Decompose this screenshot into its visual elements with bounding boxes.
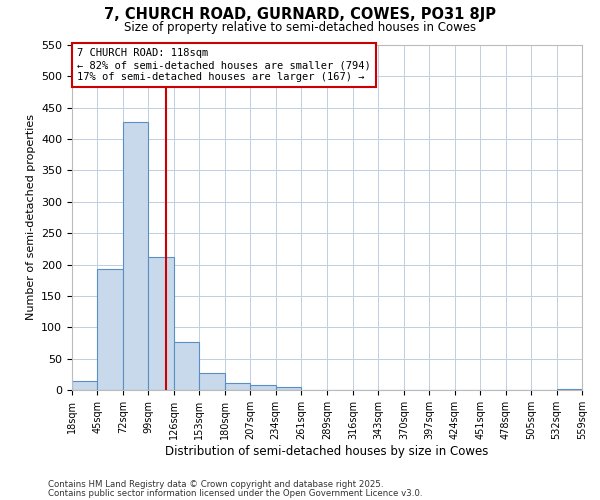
Text: 7, CHURCH ROAD, GURNARD, COWES, PO31 8JP: 7, CHURCH ROAD, GURNARD, COWES, PO31 8JP	[104, 8, 496, 22]
Text: Contains HM Land Registry data © Crown copyright and database right 2025.: Contains HM Land Registry data © Crown c…	[48, 480, 383, 489]
Bar	[148, 257, 174, 390]
Text: Size of property relative to semi-detached houses in Cowes: Size of property relative to semi-detach…	[124, 21, 476, 34]
Bar	[250, 385, 275, 390]
Bar	[174, 342, 199, 390]
Bar	[97, 269, 123, 390]
Y-axis label: Number of semi-detached properties: Number of semi-detached properties	[26, 114, 35, 320]
Text: 7 CHURCH ROAD: 118sqm
← 82% of semi-detached houses are smaller (794)
17% of sem: 7 CHURCH ROAD: 118sqm ← 82% of semi-deta…	[77, 48, 371, 82]
Bar	[72, 381, 97, 390]
Text: Contains public sector information licensed under the Open Government Licence v3: Contains public sector information licen…	[48, 488, 422, 498]
Bar	[225, 383, 250, 390]
X-axis label: Distribution of semi-detached houses by size in Cowes: Distribution of semi-detached houses by …	[166, 444, 488, 458]
Bar	[275, 388, 301, 390]
Bar	[199, 373, 225, 390]
Bar	[123, 122, 148, 390]
